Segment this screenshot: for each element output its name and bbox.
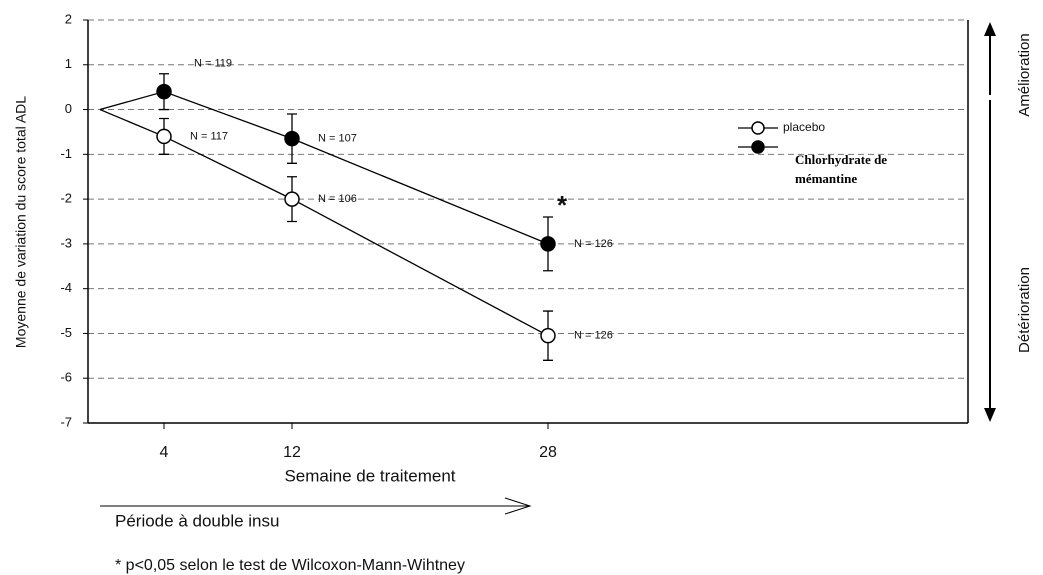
marker	[156, 128, 172, 145]
legend-label: placebo	[783, 120, 825, 134]
footnote: * p<0,05 selon le test de Wilcoxon-Mann-…	[115, 557, 465, 574]
y-tick-label: 2	[65, 11, 72, 26]
point-label: N = 106	[318, 193, 357, 205]
right-label: Amélioration	[1016, 33, 1033, 116]
series-line	[99, 90, 549, 245]
point-label: N = 107	[318, 133, 357, 145]
arrowhead	[984, 408, 996, 422]
legend-label: Chlorhydrate de mémantine	[795, 152, 888, 186]
y-tick-label: -1	[60, 146, 72, 161]
y-tick-label: 0	[65, 101, 72, 116]
point-label: N = 126	[574, 330, 613, 342]
x-axis-label: Semaine de traitement	[284, 466, 455, 485]
arrowhead	[984, 22, 996, 36]
right-label: Détérioration	[1016, 267, 1033, 353]
y-axis-label: Moyenne de variation du score total ADL	[13, 96, 29, 348]
marker	[284, 191, 300, 207]
point-label: N = 119	[194, 58, 232, 70]
x-tick-label: 4	[160, 444, 169, 461]
series-line	[99, 108, 549, 337]
y-tick-label: -5	[60, 325, 72, 340]
point-label: N = 117	[190, 130, 228, 142]
marker	[156, 83, 172, 100]
significance-mark: *	[557, 190, 568, 220]
y-tick-label: -3	[60, 235, 72, 250]
marker	[284, 130, 300, 147]
point-label: N = 126	[574, 238, 613, 250]
y-tick-label: -2	[60, 191, 72, 206]
period-arrowhead	[504, 497, 532, 515]
y-tick-label: -7	[60, 414, 72, 429]
legend-marker	[751, 140, 765, 154]
y-tick-label: 1	[65, 56, 72, 71]
x-tick-label: 12	[283, 444, 301, 461]
y-tick-label: -4	[60, 280, 72, 295]
legend-marker	[751, 121, 765, 135]
y-tick-label: -6	[60, 370, 72, 385]
marker	[540, 327, 556, 344]
marker	[540, 236, 556, 252]
period-label: Période à double insu	[115, 511, 279, 530]
x-tick-label: 28	[539, 444, 557, 461]
